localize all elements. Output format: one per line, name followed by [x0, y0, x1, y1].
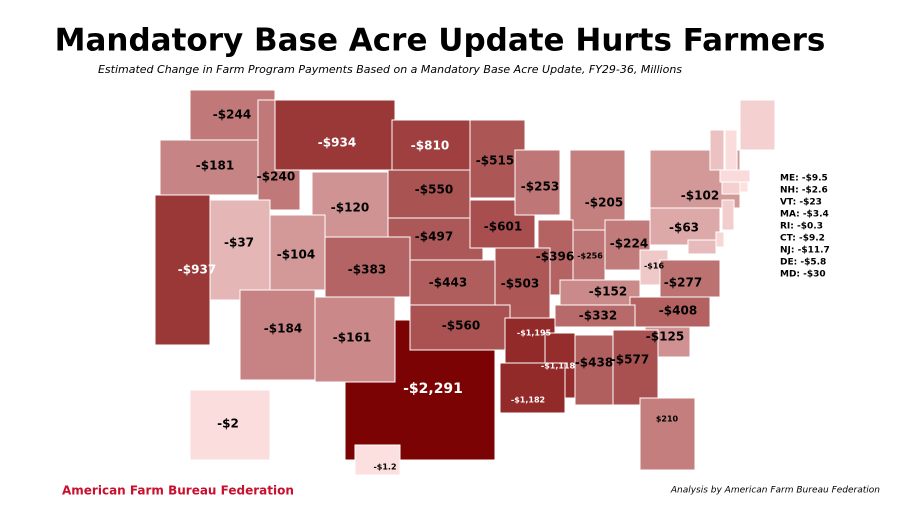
subtitle: Estimated Change in Farm Program Payment… — [98, 63, 682, 76]
state-label: -$244 — [213, 108, 251, 122]
state — [739, 99, 776, 151]
state — [715, 231, 725, 248]
state — [314, 296, 396, 383]
state — [159, 139, 261, 196]
state-label: -$277 — [664, 276, 702, 290]
state-label: -$104 — [277, 248, 315, 262]
state — [639, 397, 696, 471]
state-label: -$120 — [331, 201, 369, 215]
credit: Analysis by American Farm Bureau Federat… — [670, 486, 880, 496]
state — [574, 334, 614, 406]
state — [354, 444, 401, 476]
organization: American Farm Bureau Federation — [62, 484, 294, 498]
state-label: -$161 — [333, 331, 371, 345]
state-label: -$497 — [415, 230, 453, 244]
state-label: -$601 — [484, 220, 522, 234]
sidebar-entry: NJ: -$11.7 — [780, 246, 830, 256]
state-label: -$37 — [224, 236, 254, 250]
state-label: -$383 — [348, 263, 386, 277]
state-label: -$2 — [217, 417, 239, 431]
state — [324, 236, 411, 298]
state-label: -$396 — [536, 250, 574, 264]
state-label: -$1,195 — [517, 329, 552, 338]
state-label: -$184 — [264, 322, 302, 336]
state-label: -$181 — [196, 159, 234, 173]
sidebar-entry: DE: -$5.8 — [780, 258, 826, 268]
sidebar-entry: CT: -$9.2 — [780, 234, 825, 244]
state-label: -$63 — [669, 221, 699, 235]
state — [409, 259, 496, 306]
state — [269, 214, 326, 291]
state-label: -$1,118 — [541, 362, 576, 371]
state — [721, 181, 741, 195]
sidebar-entry: NH: -$2.6 — [780, 186, 828, 196]
state-label: -$224 — [610, 237, 648, 251]
state-label: -$560 — [442, 319, 480, 333]
state — [554, 304, 636, 328]
state — [209, 199, 271, 301]
state-label: -$937 — [178, 263, 216, 277]
state-label: -$205 — [585, 196, 623, 210]
sidebar-entry: RI: -$0.3 — [780, 222, 823, 232]
state-label: -$1,182 — [511, 396, 545, 405]
state — [612, 329, 659, 406]
state — [659, 259, 721, 298]
state — [559, 279, 641, 306]
state — [387, 169, 471, 219]
state — [499, 362, 566, 414]
state — [649, 207, 721, 246]
state — [409, 304, 511, 351]
logo — [30, 485, 42, 493]
state — [724, 129, 738, 171]
sidebar: ME: -$9.5 NH: -$2.6 VT: -$23 MA: -$3.4 RI: -… — [780, 174, 830, 280]
state — [687, 239, 717, 255]
logo-mark — [38, 485, 42, 493]
state-label: -$125 — [646, 330, 684, 344]
state — [709, 129, 725, 171]
state — [189, 389, 271, 461]
state-label: -$577 — [611, 353, 649, 367]
state-label: -$443 — [429, 276, 467, 290]
state-label: -$2,291 — [403, 381, 463, 397]
state-label: -$332 — [579, 309, 617, 323]
state-label: -$256 — [577, 252, 603, 261]
title: Mandatory Base Acre Update Hurts Farmers — [55, 23, 826, 59]
state-label: -$810 — [411, 139, 449, 153]
sidebar-entry: VT: -$23 — [780, 198, 822, 208]
map: -$244 -$181 -$240 -$934 -$120 -$810 -$550 -$497… — [154, 89, 776, 476]
sidebar-entry: MD: -$30 — [780, 270, 826, 280]
state-label: -$152 — [589, 285, 627, 299]
state-label: -$515 — [476, 154, 514, 168]
state-label: -$253 — [521, 180, 559, 194]
state-label: -$934 — [318, 136, 356, 150]
logo-mark — [30, 485, 34, 493]
state-label: -$408 — [659, 304, 697, 318]
state-label: -$16 — [644, 262, 664, 271]
sidebar-entry: ME: -$9.5 — [780, 174, 828, 184]
sidebar-entry: MA: -$3.4 — [780, 210, 829, 220]
state-label: -$240 — [257, 170, 295, 184]
state — [569, 149, 626, 231]
state — [739, 181, 749, 193]
state — [721, 199, 735, 231]
state — [239, 289, 316, 381]
state — [572, 229, 606, 286]
state — [514, 149, 561, 216]
state-label: -$503 — [501, 277, 539, 291]
state — [154, 194, 211, 346]
state-label: -$550 — [415, 183, 453, 197]
state — [274, 99, 396, 171]
state-label: -$102 — [681, 189, 719, 203]
state-label: -$438 — [575, 356, 613, 370]
state — [719, 169, 751, 183]
state-label: -$1.2 — [373, 463, 396, 472]
state-label: $210 — [656, 415, 679, 424]
